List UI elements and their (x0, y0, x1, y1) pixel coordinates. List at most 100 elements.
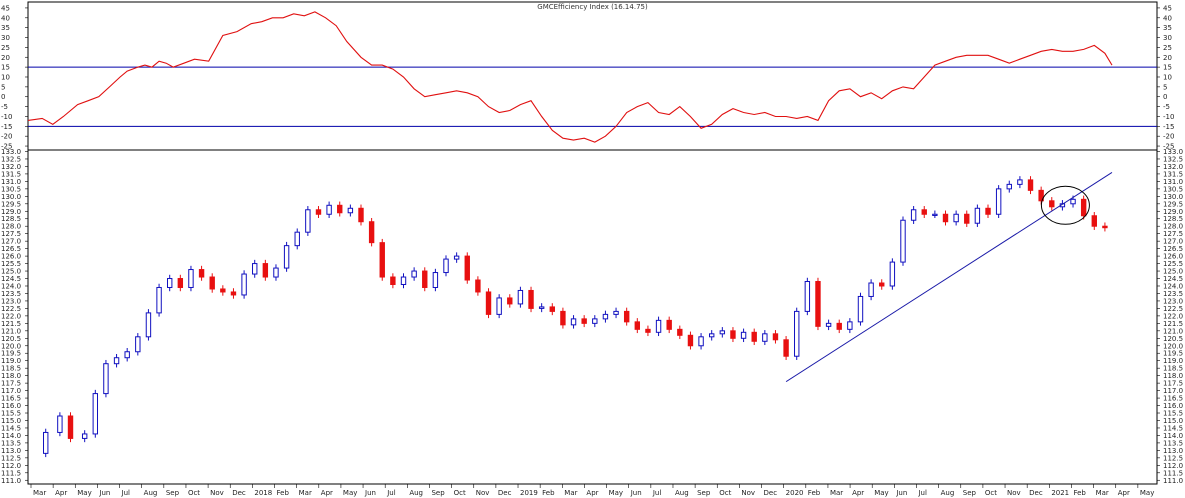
candle-body (740, 331, 747, 339)
indicator-tick-label-left: 30 (1, 34, 10, 42)
price-tick-label-left: 128.0 (1, 223, 21, 231)
price-tick-label-right: 124.5 (1163, 275, 1183, 283)
x-tick-label: 2021 (1051, 489, 1069, 497)
price-tick-label-right: 128.0 (1163, 223, 1183, 231)
price-tick-label-left: 116.0 (1, 402, 21, 410)
price-tick-label-right: 117.5 (1163, 380, 1183, 388)
price-tick-label-right: 124.0 (1163, 282, 1183, 290)
candle-body (602, 313, 609, 320)
candle-body (783, 339, 789, 357)
candle-body (623, 310, 630, 323)
candle-body (124, 351, 130, 359)
candle-body (1038, 189, 1044, 202)
price-tick-label-right: 125.5 (1163, 260, 1183, 268)
price-tick-label-left: 130.0 (1, 193, 21, 201)
x-tick-label: Feb (277, 489, 290, 497)
candle-body (942, 213, 949, 223)
candle-body (953, 213, 959, 223)
price-tick-label-left: 118.0 (1, 372, 21, 380)
candle-body (549, 306, 555, 312)
x-tick-label: Oct (454, 489, 466, 497)
candle-body (1006, 183, 1012, 190)
price-tick-label-right: 111.0 (1163, 477, 1183, 485)
price-tick-label-left: 121.5 (1, 320, 21, 328)
indicator-tick-label-right: 30 (1163, 34, 1172, 42)
x-tick-label: Nov (210, 489, 224, 497)
candle-body (432, 272, 439, 288)
price-tick-label-right: 117.0 (1163, 387, 1183, 395)
price-tick-label-left: 124.5 (1, 275, 21, 283)
circle-marker (1040, 185, 1090, 225)
price-tick-label-left: 114.0 (1, 432, 21, 440)
candle-body (496, 297, 502, 315)
price-tick-label-right: 127.0 (1163, 238, 1183, 246)
indicator-tick-label-right: -20 (1163, 133, 1174, 141)
price-tick-label-left: 120.0 (1, 342, 21, 350)
price-tick-label-left: 121.0 (1, 327, 21, 335)
price-tick-label-right: 120.5 (1163, 335, 1183, 343)
indicator-tick-label-left: 5 (1, 83, 5, 91)
candle-body (113, 357, 120, 365)
indicator-tick-label-right: 40 (1163, 14, 1172, 22)
candle-body (464, 255, 470, 281)
indicator-tick-label-left: 35 (1, 24, 10, 32)
candle-body (868, 282, 874, 297)
indicator-reference-lines (28, 66, 1157, 127)
candle-body (92, 393, 99, 435)
price-tick-label-left: 113.5 (1, 439, 21, 447)
x-tick-label: Apr (321, 489, 333, 497)
x-tick-label: Jun (364, 489, 376, 497)
candle-body (825, 322, 832, 327)
x-tick-label: May (1140, 489, 1154, 497)
candle-body (422, 270, 428, 288)
x-tick-label: 2019 (520, 489, 538, 497)
indicator-tick-label-right: -15 (1163, 123, 1174, 131)
candle-body (453, 255, 460, 260)
candle-body (538, 306, 545, 309)
price-tick-label-right: 115.0 (1163, 417, 1183, 425)
x-tick-label: 2020 (786, 489, 804, 497)
x-tick-label: Apr (586, 489, 598, 497)
candle-body (730, 330, 736, 339)
x-axis: Mar Apr May Jun Jul Aug Sep Oct Nov Dec 2018 Feb Mar… (28, 483, 1157, 497)
price-tick-label-right: 126.0 (1163, 253, 1183, 261)
price-tick-label-right: 120.0 (1163, 342, 1183, 350)
price-tick-label-right: 128.5 (1163, 215, 1183, 223)
candle-body (655, 319, 662, 333)
x-tick-label: May (874, 489, 888, 497)
price-tick-label-right: 113.5 (1163, 439, 1183, 447)
candle-body (156, 286, 162, 314)
candle-body (230, 291, 237, 296)
price-tick-label-right: 123.0 (1163, 297, 1183, 305)
price-tick-label-left: 132.0 (1, 163, 21, 171)
price-tick-label-left: 127.5 (1, 230, 21, 238)
price-tick-label-right: 123.5 (1163, 290, 1183, 298)
x-tick-label: Dec (1029, 489, 1043, 497)
x-tick-label: Jul (386, 489, 396, 497)
price-tick-label-right: 122.5 (1163, 305, 1183, 313)
indicator-line (27, 11, 1113, 143)
candle-body (507, 297, 513, 305)
price-tick-label-left: 116.5 (1, 395, 21, 403)
price-tick-label-left: 125.5 (1, 260, 21, 268)
price-tick-label-right: 132.0 (1163, 163, 1183, 171)
indicator-tick-label-left: 40 (1, 14, 10, 22)
x-tick-label: Apr (852, 489, 864, 497)
candle-body (985, 207, 991, 215)
indicator-tick-label-right: -25 (1163, 143, 1174, 151)
price-tick-label-left: 130.5 (1, 185, 21, 193)
candle-body (1080, 198, 1087, 217)
x-tick-label: Sep (697, 489, 711, 497)
price-tick-label-left: 123.0 (1, 297, 21, 305)
candlesticks (43, 176, 1108, 458)
x-tick-label: May (77, 489, 91, 497)
candle-body (815, 281, 821, 327)
price-tick-label-left: 117.5 (1, 380, 21, 388)
candle-body (262, 263, 269, 278)
indicator-tick-label-left: 10 (1, 73, 10, 81)
candle-body (252, 263, 258, 275)
candle-body (241, 273, 247, 296)
candle-body (283, 245, 290, 269)
